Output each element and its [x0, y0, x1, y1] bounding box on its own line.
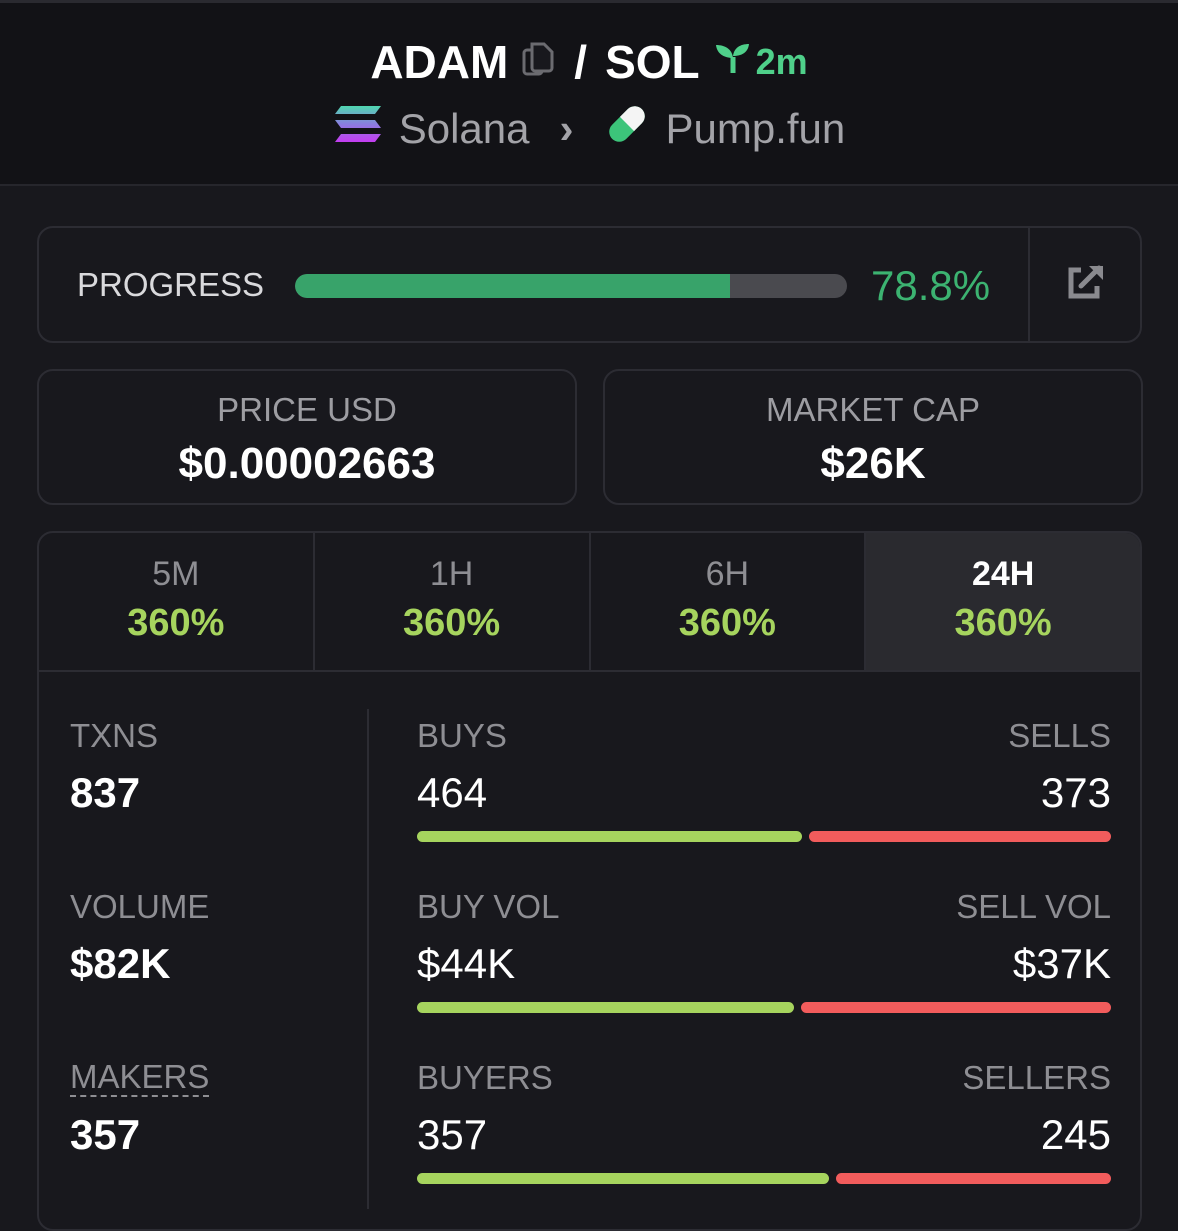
- open-external-button[interactable]: [1028, 228, 1140, 341]
- tab-label: 5M: [152, 555, 200, 593]
- buy-value: $44K: [417, 940, 516, 987]
- breadcrumb-dex[interactable]: Pump.fun: [665, 105, 846, 152]
- buyers-sellers-stat: BUYERS SELLERS 357 245: [417, 1059, 1111, 1184]
- tab-change: 360%: [127, 602, 225, 644]
- tab-1h[interactable]: 1H 360%: [315, 533, 591, 670]
- breadcrumb-chain[interactable]: Solana: [398, 105, 530, 152]
- pill-icon: [604, 101, 650, 157]
- external-link-icon: [1065, 262, 1105, 307]
- tab-label: 6H: [705, 555, 750, 593]
- buy-label: BUY VOL: [417, 888, 560, 925]
- buy-bar: [417, 1173, 829, 1184]
- sell-value: 245: [1040, 1111, 1111, 1158]
- pair-age: 2m: [755, 41, 808, 82]
- sell-label: SELL VOL: [956, 888, 1111, 925]
- sell-value: $37K: [1012, 940, 1111, 987]
- pair-age-badge: 2m: [714, 41, 808, 84]
- copy-icon[interactable]: [522, 35, 556, 89]
- makers-stat: MAKERS 357: [70, 1058, 210, 1159]
- volume-stat: VOLUME $82K: [70, 888, 209, 988]
- buy-sell-volume-stat: BUY VOL SELL VOL $44K $37K: [417, 888, 1111, 1013]
- breadcrumb: Solana › Pump.fun: [0, 101, 1178, 157]
- stat-value: $82K: [70, 940, 171, 987]
- stat-value: 837: [70, 769, 141, 816]
- tab-change: 360%: [954, 602, 1052, 644]
- stat-value: 357: [70, 1111, 141, 1158]
- pair-title: ADAM / SOL 2m: [0, 35, 1178, 89]
- bonding-progress: PROGRESS 78.8%: [37, 226, 1142, 343]
- price-usd-value: $0.00002663: [178, 439, 436, 488]
- sprout-icon: [714, 41, 752, 84]
- market-cap-value: $26K: [820, 439, 926, 488]
- chevron-right-icon: ›: [559, 105, 574, 152]
- progress-label: PROGRESS: [77, 266, 265, 303]
- tab-label: 24H: [971, 555, 1035, 593]
- sell-bar: [835, 1173, 1111, 1184]
- quote-symbol: SOL: [605, 36, 700, 88]
- ratio-bar: [417, 831, 1111, 842]
- buy-value: 464: [417, 769, 488, 816]
- sell-bar: [800, 1002, 1111, 1013]
- ratio-bar: [417, 1002, 1111, 1013]
- txns-stat: TXNS 837: [70, 717, 158, 817]
- tab-5m[interactable]: 5M 360%: [39, 533, 315, 670]
- buys-sells-stat: BUYS SELLS 464 373: [417, 717, 1111, 842]
- tab-label: 1H: [429, 555, 474, 593]
- progress-fill: [295, 274, 730, 298]
- market-cap-label: MARKET CAP: [766, 391, 980, 428]
- sell-bar: [808, 831, 1111, 842]
- progress-bar: [295, 274, 847, 298]
- column-divider: [367, 709, 369, 1209]
- stat-label: VOLUME: [70, 888, 210, 925]
- sell-label: SELLS: [1008, 717, 1111, 754]
- market-cap-card: MARKET CAP $26K: [603, 369, 1143, 505]
- tab-24h[interactable]: 24H 360%: [866, 533, 1140, 670]
- progress-value: 78.8%: [871, 262, 991, 309]
- stats-panel: 5M 360% 1H 360% 6H 360% 24H 360% TXNS 837 VOL…: [37, 531, 1142, 1231]
- sell-label: SELLERS: [962, 1059, 1111, 1096]
- token-symbol: ADAM: [370, 36, 509, 88]
- tab-6h[interactable]: 6H 360%: [591, 533, 867, 670]
- pair-header: ADAM / SOL 2m Solana › Pump.fun: [0, 0, 1178, 186]
- price-usd-card: PRICE USD $0.00002663: [37, 369, 577, 505]
- buy-bar: [417, 1002, 794, 1013]
- makers-tooltip-label[interactable]: MAKERS: [70, 1058, 210, 1097]
- price-usd-label: PRICE USD: [217, 391, 397, 428]
- sell-value: 373: [1040, 769, 1111, 816]
- pair-separator: /: [574, 36, 588, 88]
- buy-label: BUYERS: [417, 1059, 553, 1096]
- ratio-bar: [417, 1173, 1111, 1184]
- solana-icon: [333, 104, 383, 154]
- buy-label: BUYS: [417, 717, 507, 754]
- tab-change: 360%: [403, 602, 501, 644]
- buy-bar: [417, 831, 802, 842]
- buy-value: 357: [417, 1111, 488, 1158]
- stat-label: TXNS: [70, 717, 159, 754]
- timeframe-tabs: 5M 360% 1H 360% 6H 360% 24H 360%: [39, 533, 1140, 672]
- tab-change: 360%: [678, 602, 776, 644]
